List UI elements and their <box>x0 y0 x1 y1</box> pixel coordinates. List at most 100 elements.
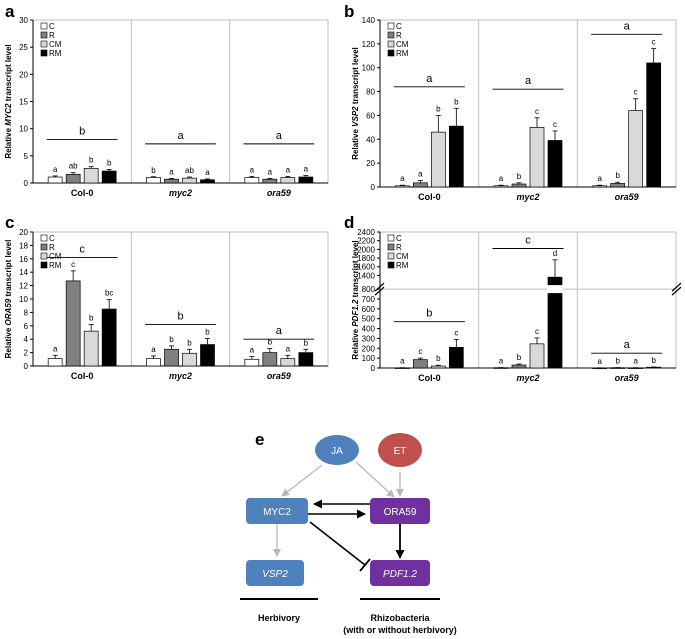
significance-letter: b <box>151 166 156 175</box>
significance-letter: b <box>107 158 112 167</box>
ja-node <box>315 435 359 465</box>
panel-d: d 01002003004005006007008001400160018002… <box>344 213 682 383</box>
significance-letter: b <box>517 172 522 181</box>
significance-letter: b <box>454 97 459 106</box>
bar <box>511 183 527 188</box>
significance-letter: b <box>517 353 522 362</box>
y-axis-label: Relative VSP2 transcript level <box>351 47 360 160</box>
significance-letter: a <box>53 165 58 174</box>
y-tick-label: 14 <box>19 268 28 277</box>
significance-letter: b <box>268 338 273 347</box>
y-tick-label: 16 <box>19 255 28 264</box>
legend-swatch <box>40 243 48 251</box>
y-tick-label: 2400 <box>357 228 375 237</box>
legend-label: RM <box>49 261 62 270</box>
inhibition-bar <box>359 558 371 572</box>
y-tick-label: 20 <box>366 159 375 168</box>
y-tick-label: 40 <box>366 135 375 144</box>
group-significance-letter: a <box>426 73 433 85</box>
legend-swatch <box>387 261 395 269</box>
bar <box>164 178 179 184</box>
significance-letter: a <box>400 174 405 183</box>
significance-letter: ab <box>69 162 78 171</box>
significance-letter: a <box>151 345 156 354</box>
myc2-label: MYC2 <box>263 507 291 518</box>
bar <box>65 173 81 184</box>
legend-label: CM <box>49 40 62 49</box>
bar <box>529 127 545 188</box>
y-axis-label: Relative MYC2 transcript level <box>4 44 13 158</box>
x-category-label: myc2 <box>516 373 539 383</box>
significance-letter: b <box>615 171 620 180</box>
panel-label-c: c <box>5 213 14 232</box>
bar <box>200 344 215 367</box>
y-tick-label: 60 <box>366 111 375 120</box>
significance-letter: b <box>304 338 309 347</box>
bar <box>430 131 446 188</box>
y-tick-label: 10 <box>19 295 28 304</box>
pathway-diagram: e JA ET MYC2 ORA59 VSP2 PDF1.2 Herbivory… <box>240 430 457 635</box>
bar <box>146 177 161 184</box>
panel-label-e: e <box>255 430 264 449</box>
significance-letter: b <box>436 104 441 113</box>
legend-label: C <box>396 234 402 243</box>
significance-letter: b <box>651 356 656 365</box>
legend-swatch <box>40 261 48 269</box>
significance-letter: c <box>71 260 75 269</box>
y-tick-label: 600 <box>362 305 376 314</box>
axis-break-mark <box>671 286 682 296</box>
significance-letter: c <box>535 327 539 336</box>
bar <box>592 185 608 188</box>
significance-letter: a <box>169 167 174 176</box>
y-tick-label: 140 <box>362 16 376 25</box>
significance-letter: a <box>499 357 504 366</box>
axis-break-mark <box>374 286 385 296</box>
significance-letter: b <box>89 156 94 165</box>
y-tick-label: 25 <box>19 43 28 52</box>
group-significance-letter: a <box>276 325 283 337</box>
y-tick-label: 700 <box>362 295 376 304</box>
bar-break <box>547 285 563 294</box>
significance-letter: a <box>597 357 602 366</box>
et-label: ET <box>394 446 407 457</box>
y-tick-label: 2000 <box>357 245 375 254</box>
y-tick-label: 1400 <box>357 271 375 280</box>
y-tick-label: 100 <box>362 354 376 363</box>
significance-letter: d <box>553 249 557 258</box>
bar <box>547 140 563 188</box>
significance-letter: a <box>597 174 602 183</box>
y-axis-label: Relative PDF1.2 transcript level <box>351 240 360 359</box>
y-tick-label: 400 <box>362 325 376 334</box>
legend-swatch <box>387 234 395 242</box>
bar <box>628 110 644 188</box>
y-tick-label: 8 <box>24 308 29 317</box>
y-tick-label: 500 <box>362 315 376 324</box>
group-significance-letter: a <box>276 130 283 142</box>
legend-swatch <box>387 31 395 39</box>
arrow-ja-to-myc2 <box>281 464 323 497</box>
significance-letter: c <box>652 38 656 47</box>
et-node <box>378 433 422 467</box>
legend-label: RM <box>49 49 62 58</box>
pdf12-label: PDF1.2 <box>383 569 417 580</box>
y-tick-label: 200 <box>362 344 376 353</box>
legend-label: RM <box>396 49 409 58</box>
bar <box>298 176 314 184</box>
significance-letter: a <box>286 344 291 353</box>
y-tick-label: 2 <box>24 349 29 358</box>
x-category-label: Col-0 <box>418 373 441 383</box>
x-category-label: Col-0 <box>71 188 94 198</box>
bar <box>47 358 63 367</box>
significance-letter: a <box>304 164 309 173</box>
significance-letter: bc <box>105 289 113 298</box>
bar <box>182 352 197 367</box>
legend-swatch <box>40 31 48 39</box>
significance-letter: b <box>169 335 174 344</box>
legend-swatch <box>40 22 48 30</box>
significance-letter: a <box>53 344 58 353</box>
legend-label: R <box>396 31 402 40</box>
bar <box>412 182 428 188</box>
bar <box>146 358 161 367</box>
panel-label-a: a <box>5 2 15 21</box>
